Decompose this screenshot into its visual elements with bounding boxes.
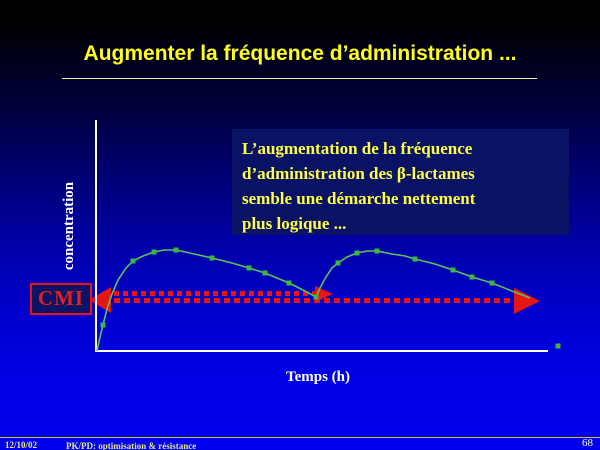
footer-title: PK/PD: optimisation & résistance	[66, 441, 197, 450]
slide-title: Augmenter la fréquence d’administration …	[83, 42, 517, 65]
footer-divider	[0, 437, 600, 438]
textbox-line: plus logique ...	[242, 214, 347, 233]
title-underline	[62, 78, 537, 79]
axis-lines	[95, 120, 548, 352]
textbox-line: L’augmentation de la fréquence	[242, 139, 473, 158]
comment-textbox: L’augmentation de la fréquence d’adminis…	[232, 129, 569, 235]
cmi-threshold-label: CMI	[30, 283, 92, 315]
textbox-line: d’administration des β-lactames	[242, 164, 475, 183]
slide-number: 68	[582, 437, 593, 449]
textbox-line: semble une démarche nettement	[242, 189, 476, 208]
curve-markers	[100, 247, 561, 349]
footer-date: 12/10/02	[5, 440, 38, 450]
x-axis-label: Temps (h)	[285, 369, 351, 385]
cmi-dashed-line	[114, 291, 510, 303]
